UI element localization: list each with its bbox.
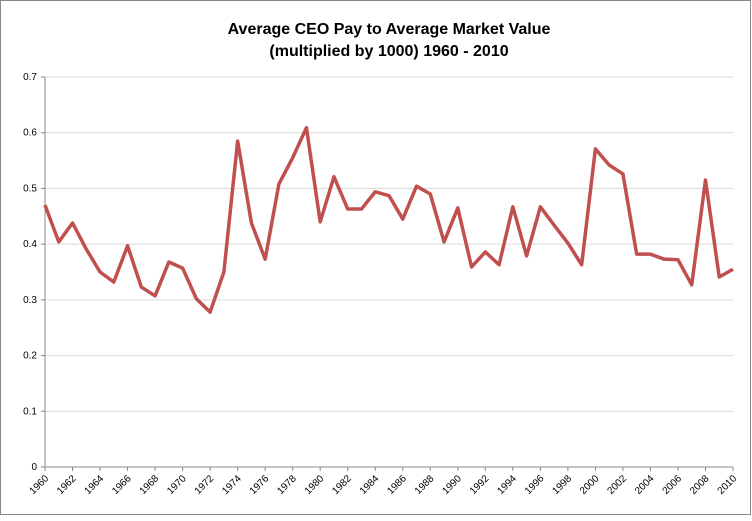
y-tick-label: 0.5 <box>23 183 37 194</box>
chart-title: (multiplied by 1000) 1960 - 2010 <box>269 43 508 60</box>
y-tick-label: 0.7 <box>23 72 37 83</box>
y-tick-label: 0 <box>31 462 37 473</box>
chart-title: Average CEO Pay to Average Market Value <box>228 21 551 38</box>
y-tick-label: 0.1 <box>23 406 37 417</box>
y-tick-label: 0.6 <box>23 128 37 139</box>
y-tick-label: 0.3 <box>23 295 37 306</box>
y-tick-label: 0.2 <box>23 351 37 362</box>
data-line <box>43 125 734 314</box>
y-tick-label: 0.4 <box>23 239 37 250</box>
